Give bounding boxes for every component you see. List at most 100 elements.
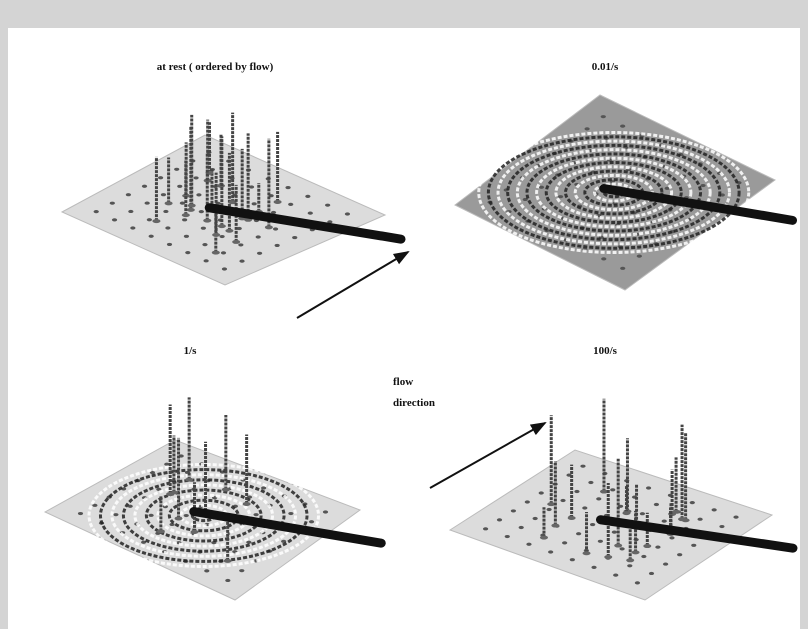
lattice-dot	[601, 257, 606, 260]
lattice-dot	[110, 202, 115, 205]
lattice-dot	[128, 210, 133, 213]
lattice-dot	[580, 465, 585, 468]
lattice-dot	[497, 518, 502, 521]
lattice-dot	[112, 218, 117, 221]
lattice-dot	[588, 481, 593, 484]
lattice-dot	[184, 514, 189, 517]
lattice-dot	[323, 510, 328, 513]
lattice-dot	[184, 235, 189, 238]
lattice-dot	[511, 509, 516, 512]
lattice-dot	[640, 512, 645, 515]
lattice-dot	[505, 535, 510, 538]
lattice-dot	[601, 115, 606, 118]
lattice-dot	[525, 500, 530, 503]
lattice-dot	[526, 543, 531, 546]
spike-base	[166, 492, 174, 496]
spike-base	[212, 251, 220, 255]
lattice-dot	[201, 227, 206, 230]
lattice-dot	[174, 168, 179, 171]
lattice-dot	[620, 547, 625, 550]
lattice-dot	[199, 210, 204, 213]
lattice-dot	[202, 243, 207, 246]
spike-base	[568, 516, 576, 520]
lattice-dot	[149, 514, 154, 517]
spike-base	[243, 502, 251, 506]
lattice-dot	[691, 544, 696, 547]
lattice-dot	[345, 212, 350, 215]
lattice-dot	[690, 501, 695, 504]
spike-base	[212, 233, 220, 237]
lattice-dot	[309, 520, 314, 523]
lattice-dot	[570, 558, 575, 561]
spike-base	[175, 516, 183, 520]
annotation: direction	[393, 397, 435, 409]
spike-base	[218, 224, 226, 228]
lattice-dot	[222, 267, 227, 270]
lattice-dot	[193, 176, 198, 179]
lattice-dot	[697, 518, 702, 521]
lattice-dot	[273, 227, 278, 230]
lattice-dot	[113, 513, 118, 516]
lattice-dot	[185, 251, 190, 254]
lattice-dot	[182, 218, 187, 221]
lattice-dot	[719, 525, 724, 528]
spike-base	[185, 478, 193, 482]
lattice-dot	[220, 235, 225, 238]
spike-base	[540, 536, 548, 540]
lattice-dot	[249, 185, 254, 188]
lattice-dot	[584, 127, 589, 130]
figure: at rest ( ordered by flow) 0.01/s 1/s 10…	[0, 0, 808, 629]
lattice-dot	[612, 530, 617, 533]
panel-title: 1/s	[184, 345, 198, 357]
lattice-dot	[576, 532, 581, 535]
lattice-dot	[256, 235, 261, 238]
spike-base	[622, 511, 630, 515]
lattice-dot	[225, 579, 230, 582]
lattice-dot	[539, 186, 544, 189]
lattice-dot	[591, 566, 596, 569]
lattice-dot	[246, 541, 251, 544]
lattice-dot	[519, 526, 524, 529]
panel-title: 100/s	[593, 345, 618, 357]
lattice-dot	[288, 203, 293, 206]
lattice-dot	[533, 517, 538, 520]
lattice-dot	[147, 218, 152, 221]
lattice-dot	[560, 499, 565, 502]
lattice-dot	[620, 267, 625, 270]
lattice-dot	[539, 491, 544, 494]
lattice-dot	[78, 512, 83, 515]
lattice-dot	[165, 226, 170, 229]
lattice-dot	[158, 176, 163, 179]
spike-base	[152, 219, 160, 223]
spike-base	[551, 524, 559, 528]
lattice-dot	[149, 235, 154, 238]
lattice-dot	[483, 527, 488, 530]
spike-base	[182, 213, 190, 217]
spike-base	[165, 201, 173, 205]
lattice-dot	[257, 252, 262, 255]
lattice-dot	[292, 236, 297, 239]
lattice-dot	[669, 536, 674, 539]
lattice-dot	[663, 562, 668, 565]
panel-title: 0.01/s	[592, 61, 619, 73]
lattice-dot	[145, 201, 150, 204]
lattice-dot	[126, 193, 131, 196]
lattice-dot	[275, 244, 280, 247]
spike-base	[274, 200, 282, 204]
lattice-dot	[637, 255, 642, 258]
panel-title: at rest ( ordered by flow)	[157, 61, 274, 73]
lattice-dot	[325, 204, 330, 207]
lattice-dot	[163, 210, 168, 213]
spike-base	[224, 559, 232, 563]
lattice-dot	[590, 523, 595, 526]
spike-base	[187, 208, 195, 212]
lattice-dot	[204, 259, 209, 262]
spike-base	[672, 510, 680, 514]
lattice-dot	[546, 508, 551, 511]
lattice-dot	[221, 251, 226, 254]
lattice-dot	[180, 202, 185, 205]
lattice-dot	[610, 488, 615, 491]
lattice-dot	[548, 550, 553, 553]
lattice-dot	[635, 581, 640, 584]
lattice-dot	[254, 513, 259, 516]
